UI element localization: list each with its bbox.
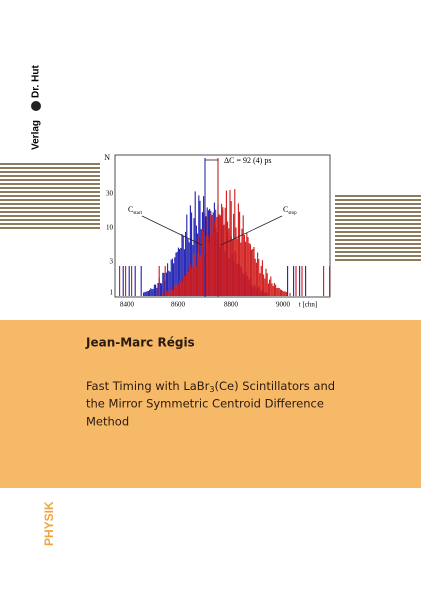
stripe (335, 211, 421, 213)
publisher-icon (31, 101, 41, 111)
arrow (220, 215, 283, 246)
stripe (335, 215, 421, 217)
orange-band (0, 320, 421, 488)
publisher-logo: Verlag Dr. Hut (31, 65, 42, 150)
stripe (335, 259, 421, 261)
x-tick-label: 8400 (120, 301, 135, 309)
y-tick-label: 1 (110, 289, 114, 297)
stripe (335, 195, 421, 197)
c-stop-label: Cstop (283, 205, 297, 216)
stripe (0, 219, 100, 221)
stripe (0, 203, 100, 205)
stripe (335, 251, 421, 253)
x-tick-label: 8600 (171, 301, 186, 309)
stripe (0, 167, 100, 169)
y-tick-label: 3 (110, 258, 114, 266)
stripe (335, 219, 421, 221)
series-label: PHYSIK (42, 501, 56, 546)
title-line: Method (86, 415, 129, 429)
stripe (0, 199, 100, 201)
y-tick-label: 10 (106, 224, 114, 232)
stripe (335, 235, 421, 237)
author: Jean-Marc Régis (85, 336, 195, 350)
stripe (0, 223, 100, 225)
x-tick-label: 9000 (276, 301, 291, 309)
title-part: Fast Timing with LaBr (86, 379, 210, 393)
y-axis-label: N (104, 153, 110, 162)
stripe (335, 255, 421, 257)
title-line: the Mirror Symmetric Centroid Difference (86, 397, 324, 411)
publisher-name: Dr. Hut (31, 65, 42, 98)
stripes (0, 163, 421, 261)
stripe (0, 183, 100, 185)
histograms (119, 189, 331, 296)
stripe (335, 247, 421, 249)
figure: N 1 3 10 30 8400 8600 8800 9000 t [chn] … (100, 148, 335, 312)
title-line: Fast Timing with LaBr3(Ce) Scintillators… (86, 379, 335, 394)
c-start-label: Cstart (128, 205, 143, 216)
c-start-sub: start (133, 211, 142, 216)
stripe (335, 223, 421, 225)
x-tick-label: 8800 (224, 301, 239, 309)
plot-frame (114, 154, 331, 298)
c-stop-main: C (283, 205, 288, 214)
stripe (0, 187, 100, 189)
stripe (0, 179, 100, 181)
stripe (335, 231, 421, 233)
stripe (0, 227, 100, 229)
stripe (0, 215, 100, 217)
stripe (0, 207, 100, 209)
stripe (335, 207, 421, 209)
stripe (0, 163, 100, 165)
y-tick-label: 30 (106, 190, 114, 198)
stripe (335, 227, 421, 229)
delta-annotation: ΔC = 92 (4) ps (224, 156, 271, 165)
stripe (335, 199, 421, 201)
stripe (335, 203, 421, 205)
stripe (335, 239, 421, 241)
publisher-name: Verlag (31, 120, 42, 150)
x-axis-label: t [chn] (299, 301, 317, 309)
title-part: (Ce) Scintillators and (215, 379, 336, 393)
title-subscript: 3 (209, 385, 214, 394)
c-stop-sub: stop (288, 211, 297, 216)
stripe (335, 243, 421, 245)
stripe (0, 191, 100, 193)
stripe (0, 175, 100, 177)
stripe (0, 211, 100, 213)
arrow (141, 215, 203, 246)
stripe (0, 171, 100, 173)
c-start-main: C (128, 205, 133, 214)
stripe (0, 195, 100, 197)
